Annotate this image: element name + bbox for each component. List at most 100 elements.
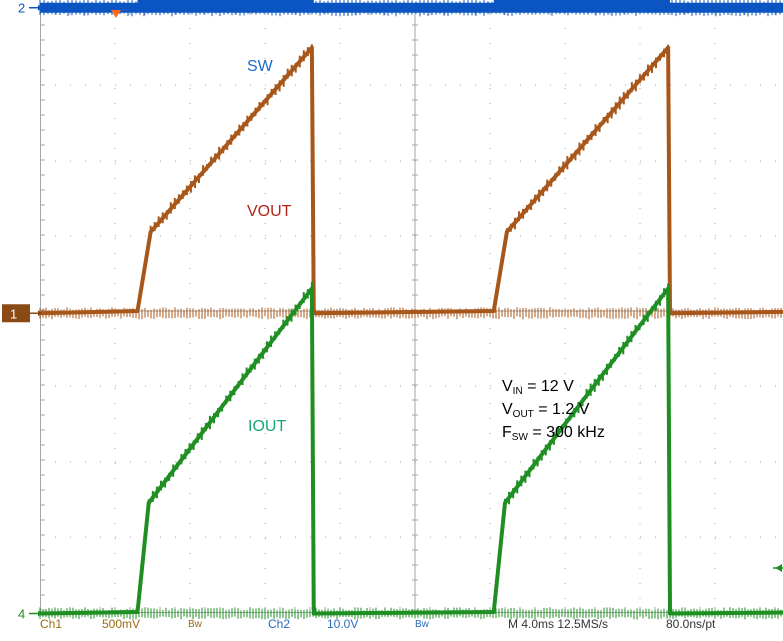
grid-dot [339, 388, 341, 389]
grid-dot [489, 208, 491, 209]
grid-dot [445, 160, 446, 162]
grid-dot [114, 403, 116, 404]
grid-dot [385, 536, 386, 538]
grid-dot [685, 385, 686, 387]
grid-dot [355, 461, 356, 463]
grid-dot [490, 235, 491, 237]
grid-dot [264, 208, 266, 209]
grid-dot [339, 298, 341, 299]
grid-dot [714, 418, 716, 419]
grid-dot [175, 235, 176, 237]
sw-label: SW [247, 58, 274, 75]
grid-dot [714, 148, 716, 149]
grid-dot [385, 461, 386, 463]
grid-dot [55, 385, 56, 387]
grid-dot [714, 298, 716, 299]
grid-dot [715, 385, 716, 387]
grid-dot [339, 178, 341, 179]
grid-dot [250, 536, 251, 538]
grid-dot [655, 461, 656, 463]
grid-dot [190, 235, 191, 237]
grid-dot [339, 463, 341, 464]
grid-dot [489, 148, 491, 149]
grid-dot [189, 523, 191, 524]
grid-dot [189, 298, 191, 299]
grid-dot [295, 385, 296, 387]
sw-burst-2 [493, 0, 670, 8]
grid-dot [639, 118, 641, 119]
grid-dot [489, 343, 491, 344]
grid-dot [655, 385, 656, 387]
grid-dot [235, 84, 236, 86]
grid-dot [565, 84, 566, 86]
grid-dot [115, 84, 116, 86]
grid-dot [564, 553, 566, 554]
grid-dot [550, 385, 551, 387]
grid-dot [114, 388, 116, 389]
grid-dot [564, 133, 566, 134]
grid-dot [160, 385, 161, 387]
grid-dot [580, 84, 581, 86]
grid-dot [264, 178, 266, 179]
grid-dot [325, 235, 326, 237]
grid-dot [595, 160, 596, 162]
grid-dot [325, 536, 326, 538]
grid-dot [564, 463, 566, 464]
grid-dot [190, 84, 191, 86]
grid-dot [400, 385, 401, 387]
grid-dot [114, 43, 116, 44]
grid-dot [714, 388, 716, 389]
grid-dot [730, 536, 731, 538]
grid-dot [489, 418, 491, 419]
grid-dot [685, 235, 686, 237]
grid-dot [639, 238, 641, 239]
grid-dot [714, 88, 716, 89]
grid-dot [85, 84, 86, 86]
grid-dot [564, 403, 566, 404]
grid-dot [295, 84, 296, 86]
grid-dot [639, 433, 641, 434]
grid-dot [295, 235, 296, 237]
sw-trace [39, 0, 783, 17]
trigger-position-marker [111, 10, 121, 18]
grid-dot [264, 553, 266, 554]
grid-dot [189, 253, 191, 254]
grid-dot [114, 163, 116, 164]
grid-dot [175, 385, 176, 387]
grid-dot [280, 235, 281, 237]
grid-dot [714, 568, 716, 569]
grid-dot [445, 84, 446, 86]
grid-dot [775, 235, 776, 237]
grid-dot [295, 536, 296, 538]
grid-dot [489, 448, 491, 449]
grid-dot [370, 385, 371, 387]
channel-marker-arrowhead [38, 310, 42, 317]
grid-dot [490, 160, 491, 162]
grid-dot [325, 385, 326, 387]
grid-dot [595, 461, 596, 463]
grid-dot [264, 268, 266, 269]
grid-dot [189, 148, 191, 149]
grid-dot [714, 43, 716, 44]
grid-dot [70, 536, 71, 538]
grid-dot [189, 193, 191, 194]
grid-dot [564, 508, 566, 509]
grid-dot [114, 328, 116, 329]
grid-dot [114, 268, 116, 269]
ch1-marker-box [2, 304, 30, 323]
grid-dot [564, 328, 566, 329]
grid-dot [595, 84, 596, 86]
grid-dot [114, 478, 116, 479]
grid-dot [250, 385, 251, 387]
grid-dot [340, 160, 341, 162]
grid-dot [564, 388, 566, 389]
grid-dot [639, 148, 641, 149]
grid-dot [264, 388, 266, 389]
grid-dot [340, 235, 341, 237]
grid-dot [489, 403, 491, 404]
grid-dot [280, 385, 281, 387]
grid-dot [370, 235, 371, 237]
grid-dot [130, 84, 131, 86]
grid-dot [385, 84, 386, 86]
grid-dot [714, 223, 716, 224]
